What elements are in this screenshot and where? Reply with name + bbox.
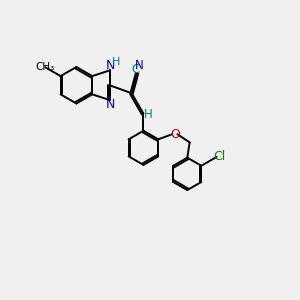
Text: N: N (106, 59, 115, 72)
Text: N: N (106, 98, 115, 112)
Text: N: N (135, 59, 144, 72)
Text: Cl: Cl (213, 150, 225, 164)
Text: H: H (143, 108, 152, 122)
Text: O: O (170, 128, 180, 141)
Text: H: H (112, 57, 120, 67)
Text: C: C (131, 63, 140, 76)
Text: CH₃: CH₃ (36, 62, 55, 72)
